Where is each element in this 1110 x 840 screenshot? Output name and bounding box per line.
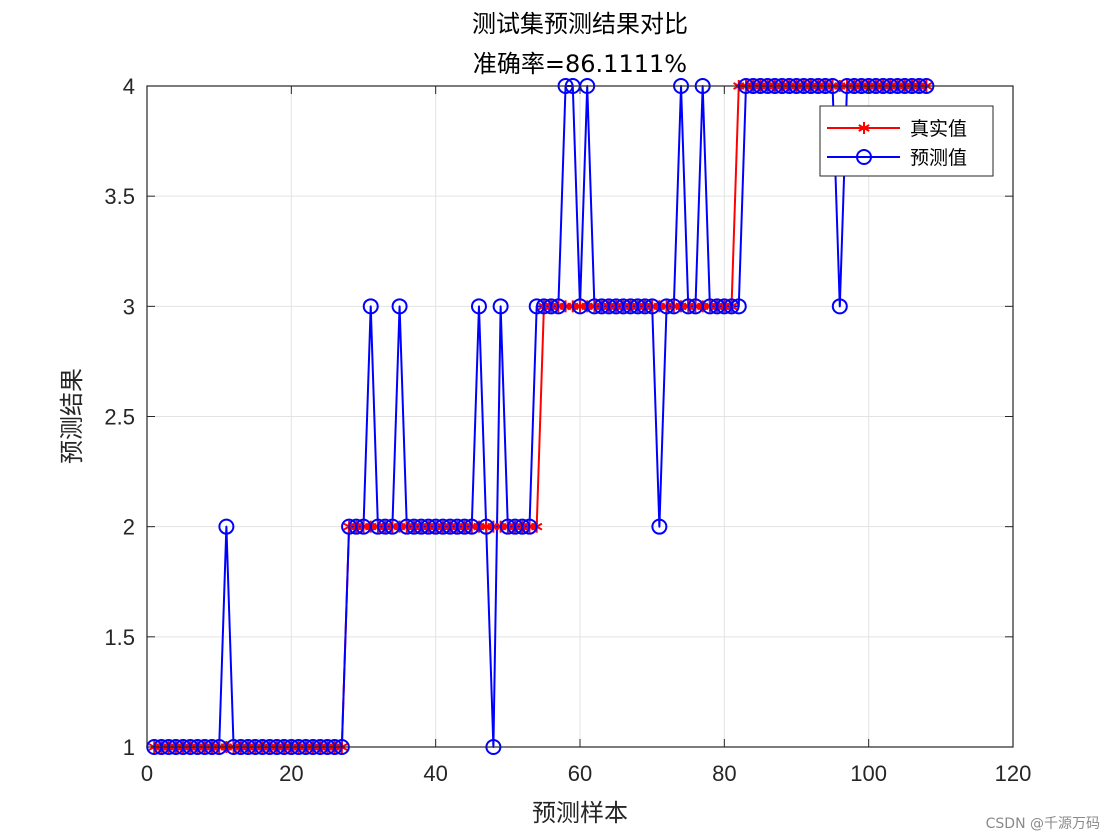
- y-axis-label: 预测结果: [58, 368, 86, 464]
- tick-marks: [146, 85, 1014, 748]
- x-tick-label: 60: [568, 761, 592, 786]
- legend: 真实值 预测值: [819, 105, 994, 177]
- x-tick-label: 100: [850, 761, 887, 786]
- y-tick-label: 2: [123, 515, 135, 540]
- y-tick-label: 3.5: [104, 184, 135, 209]
- asterisk-stroke: [858, 124, 870, 132]
- data-point-pred: [218, 518, 235, 535]
- data-point-pred: [456, 518, 473, 535]
- tick-labels: 0 20 40 60 80 100 120 1 1.5 2 2.5 3 3.5 4: [104, 74, 1031, 786]
- legend-label-true: 真实值: [910, 118, 967, 140]
- chart-subtitle: 准确率=86.1111%: [473, 50, 687, 78]
- x-tick-label: 40: [423, 761, 447, 786]
- y-tick-label: 3: [123, 294, 135, 319]
- data-point-pred: [377, 518, 394, 535]
- y-tick-label: 4: [123, 74, 135, 99]
- data-point-pred: [680, 298, 697, 315]
- y-tick-label: 1: [123, 735, 135, 760]
- legend-label-pred: 预测值: [910, 147, 967, 169]
- data-point-pred: [651, 518, 668, 535]
- data-point-pred: [492, 298, 509, 315]
- y-tick-label: 2.5: [104, 405, 135, 430]
- legend-marker-true: [858, 122, 870, 134]
- legend-box: [819, 105, 994, 177]
- data-point-pred: [723, 298, 740, 315]
- legend-marker-pred: [856, 149, 872, 165]
- data-point-pred: [470, 298, 487, 315]
- x-tick-label: 120: [995, 761, 1032, 786]
- data-point-pred: [831, 298, 848, 315]
- data-point-pred: [348, 518, 365, 535]
- legend-asterisk: [858, 122, 870, 134]
- x-tick-label: 20: [279, 761, 303, 786]
- data-point-pred: [478, 518, 495, 535]
- data-point-pred: [362, 298, 379, 315]
- data-point-pred: [658, 298, 675, 315]
- chart-title: 测试集预测结果对比: [472, 10, 688, 38]
- data-point-pred: [730, 298, 747, 315]
- y-tick-label: 1.5: [104, 625, 135, 650]
- x-tick-label: 80: [712, 761, 736, 786]
- watermark: CSDN @千源万码: [986, 816, 1100, 832]
- grid-lines: [147, 86, 1013, 747]
- data-point-pred: [521, 518, 538, 535]
- data-point-pred: [514, 518, 531, 535]
- data-point-pred: [550, 298, 567, 315]
- x-tick-label: 0: [141, 761, 153, 786]
- x-axis-label: 预测样本: [532, 799, 628, 827]
- data-point-pred: [636, 298, 653, 315]
- data-point-pred: [543, 298, 560, 315]
- data-point-pred: [391, 298, 408, 315]
